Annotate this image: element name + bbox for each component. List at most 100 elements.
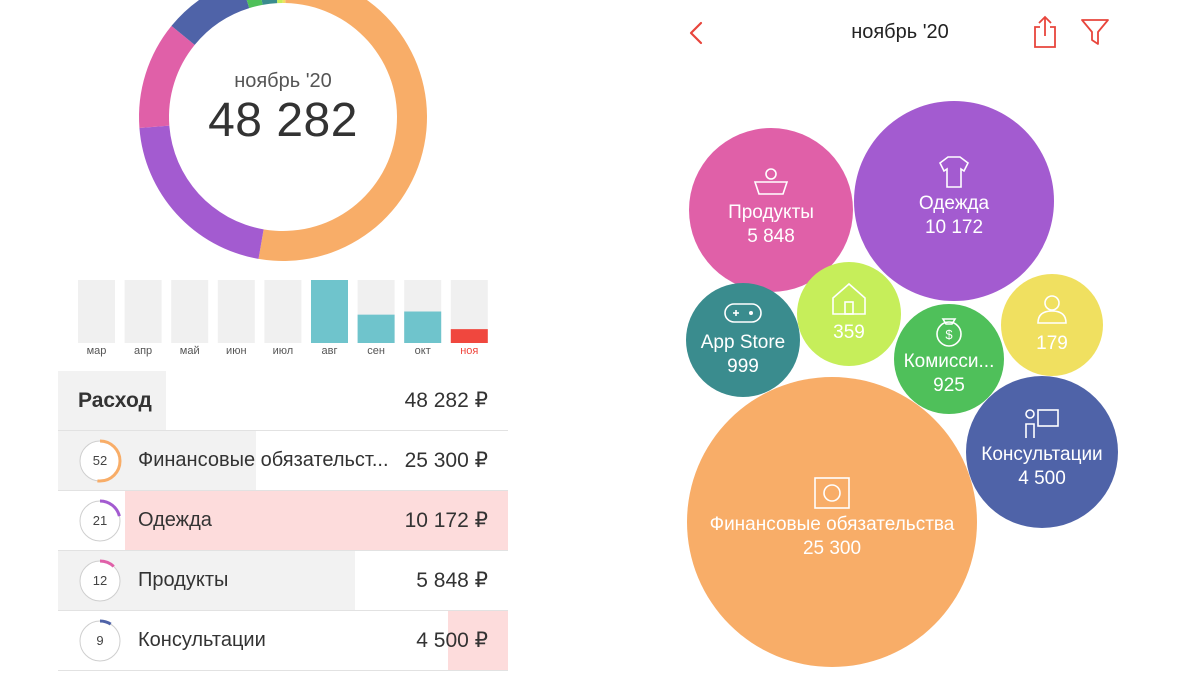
share-badge-value: 21 [92,513,108,528]
bubble-финансовые-обязательства[interactable]: Финансовые обязательства 25 300 [687,377,977,667]
person-icon [1037,295,1067,324]
share-badge-value: 52 [92,453,108,468]
month-bar-fill-7[interactable] [404,311,442,344]
donut-total-value: 48 282 [208,94,358,147]
month-label: апр [134,345,152,357]
bubble-label: Продукты [728,202,814,223]
expense-row-amount: 25 300 ₽ [404,449,488,472]
nav-bar: ноябрь '20 [600,0,1200,66]
expense-row-name: Консультации [138,629,266,651]
month-bar-fill-5[interactable] [311,280,348,343]
share-icon[interactable] [1030,14,1060,50]
expense-row-консультации[interactable]: 9 Консультации 4 500 ₽ [58,611,508,671]
expense-row-bar [448,611,508,670]
bubble-app-store[interactable]: App Store 999 [686,283,800,397]
expense-row-продукты[interactable]: 12 Продукты 5 848 ₽ [58,551,508,611]
overview-panel: ноябрь '20 48 282 мар апр май июн июл авг сен о… [0,0,600,675]
donut-segment-app-store[interactable] [257,0,278,5]
gamepad-icon [724,303,762,323]
expense-row-name: Продукты [138,569,229,591]
expense-row-amount: 4 500 ₽ [416,629,488,652]
bubble-label: Комисси... [904,351,995,372]
bubble-value: 5 848 [747,226,795,247]
month-bar-track-2[interactable] [171,280,209,343]
bubble-одежда[interactable]: Одежда 10 172 [854,101,1054,301]
nav-title: ноябрь '20 [851,21,949,43]
month-bar-track-1[interactable] [124,280,162,343]
bubble-value: 925 [933,375,965,396]
money-bag-icon: $ [936,318,962,347]
monthly-bars-chart[interactable]: мар апр май июн июл авг сен окт ноя [60,270,510,370]
bubble-circle[interactable] [1001,274,1103,376]
donut-segment-финансовые-обязательства[interactable] [258,0,427,261]
bubble-value: 4 500 [1018,468,1066,489]
expense-row-amount: 5 848 ₽ [416,569,488,592]
bubble-консультации[interactable]: Консультации 4 500 [966,376,1118,528]
presenter-icon [1025,409,1059,438]
expense-header-amount: 48 282 ₽ [404,389,488,412]
donut-segment-дом[interactable] [276,0,283,4]
bubble-circle[interactable] [689,128,853,292]
month-bar-track-3[interactable] [217,280,255,343]
shirt-icon [938,156,970,188]
share-badge: 9 [78,619,122,663]
bubble-person[interactable]: 179 [1001,274,1103,376]
expense-row-bar [125,491,508,550]
donut-segment-красота[interactable] [282,0,286,4]
bubble-circle[interactable] [686,283,800,397]
header-fill [58,371,166,430]
month-label: сен [367,345,385,357]
expense-header-row: Расход 48 282 ₽ [58,371,508,431]
month-bar-track-4[interactable] [264,280,302,343]
bubble-circle[interactable] [966,376,1118,528]
month-label: авг [322,345,338,357]
expense-row-одежда[interactable]: 21 Одежда 10 172 ₽ [58,491,508,551]
month-bar-fill-8[interactable] [450,329,488,343]
month-label: май [180,345,200,357]
month-bar-track-0[interactable] [78,280,115,343]
month-label: окт [415,345,431,357]
month-label: июл [273,345,294,357]
bubble-label: Одежда [919,193,990,214]
share-badge: 12 [78,559,122,603]
bubble-продукты[interactable]: Продукты 5 848 [689,128,853,292]
svg-text:$: $ [945,327,953,342]
bubble-circle[interactable] [854,101,1054,301]
basket-icon [753,168,789,195]
bubble-value: 179 [1036,333,1068,354]
donut-segment-комиссии[interactable] [240,0,263,9]
bubble-label: Консультации [981,444,1102,465]
donut-segment-одежда[interactable] [139,125,264,259]
donut-period-label: ноябрь '20 [234,70,332,92]
expense-donut-chart[interactable] [0,0,600,270]
bubble-value: 25 300 [803,538,861,559]
share-badge-value: 12 [92,573,108,588]
expense-row-финансовые-обязательст[interactable]: 52 Финансовые обязательст... 25 300 ₽ [58,431,508,491]
bubble-value: 10 172 [925,217,983,238]
expense-row-name: Одежда [138,509,212,531]
safe-icon [814,477,850,509]
donut-segment-консультации[interactable] [171,0,250,45]
bubbles-chart: Продукты 5 848 Одежда 10 172 App Store 999 359… [686,101,1118,667]
house-icon [832,282,866,315]
month-bar-fill-6[interactable] [357,314,395,343]
donut-segment-продукты[interactable] [138,25,195,128]
filter-icon[interactable] [1078,16,1112,48]
share-badge-value: 9 [96,633,104,648]
month-label: июн [226,345,246,357]
expense-table: Расход 48 282 ₽ 52 Финансовые обязательст… [58,371,508,671]
bubble-value: 999 [727,356,759,377]
bubble-circle[interactable] [894,304,1004,414]
share-badge: 21 [78,499,122,543]
expense-row-amount: 10 172 ₽ [404,509,488,532]
back-chevron-icon[interactable] [682,16,712,50]
bubble-label: App Store [701,332,786,353]
share-badge: 52 [78,439,122,483]
bubbles-panel: ноябрь '20 Продукты 5 848 Одежда 10 172 App … [600,0,1200,675]
bubble-circle[interactable] [687,377,977,667]
bubble-house[interactable]: 359 [797,262,901,366]
donut-center: ноябрь '20 48 282 [163,70,403,148]
bubble-value: 359 [833,322,865,343]
bubble-комисси[interactable]: $ Комисси... 925 [894,304,1004,414]
month-label: ноя [460,345,478,357]
